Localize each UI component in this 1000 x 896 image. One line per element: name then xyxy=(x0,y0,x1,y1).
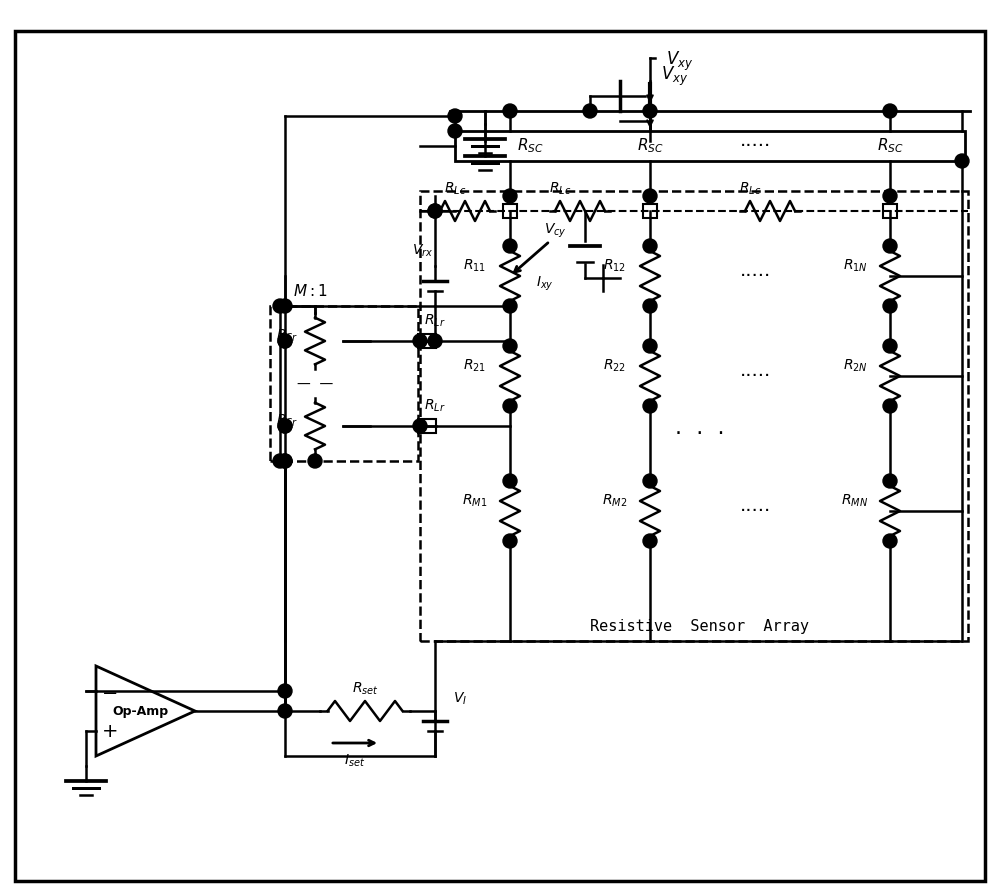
Circle shape xyxy=(643,189,657,203)
Circle shape xyxy=(278,454,292,468)
Circle shape xyxy=(308,454,322,468)
Text: $I_{set}$: $I_{set}$ xyxy=(344,753,366,769)
Circle shape xyxy=(883,534,897,548)
Bar xyxy=(270,306,418,461)
Circle shape xyxy=(278,704,292,718)
Circle shape xyxy=(413,334,427,348)
Circle shape xyxy=(643,104,657,118)
Circle shape xyxy=(643,474,657,488)
Circle shape xyxy=(428,334,442,348)
Text: —  —: — — xyxy=(297,377,333,391)
Circle shape xyxy=(955,154,969,168)
Text: $I_{xy}$: $I_{xy}$ xyxy=(536,275,554,293)
Circle shape xyxy=(643,239,657,253)
Text: $R_{M1}$: $R_{M1}$ xyxy=(462,493,488,509)
Text: $R_{MN}$: $R_{MN}$ xyxy=(841,493,869,509)
Circle shape xyxy=(643,534,657,548)
Text: $R_{Lc}$: $R_{Lc}$ xyxy=(444,181,466,197)
Circle shape xyxy=(503,339,517,353)
Text: $R_{Sr}$: $R_{Sr}$ xyxy=(276,328,298,344)
Bar xyxy=(418,334,436,348)
Circle shape xyxy=(278,334,292,348)
Text: ·  ·  ·: · · · xyxy=(675,424,725,444)
Text: $M:1$: $M:1$ xyxy=(293,283,327,299)
Text: ·····: ····· xyxy=(739,136,771,156)
Circle shape xyxy=(448,109,462,123)
Bar xyxy=(418,419,436,433)
Circle shape xyxy=(273,454,287,468)
Circle shape xyxy=(883,239,897,253)
Circle shape xyxy=(883,104,897,118)
Circle shape xyxy=(278,419,292,433)
Circle shape xyxy=(503,239,517,253)
Text: ·····: ····· xyxy=(739,366,771,385)
Text: $R_{Lc}$: $R_{Lc}$ xyxy=(739,181,761,197)
Bar xyxy=(420,191,968,641)
Circle shape xyxy=(448,124,462,138)
Text: $R_{2N}$: $R_{2N}$ xyxy=(843,358,867,375)
Circle shape xyxy=(643,339,657,353)
Circle shape xyxy=(503,189,517,203)
Circle shape xyxy=(278,419,292,433)
Circle shape xyxy=(273,299,287,313)
Text: $-$: $-$ xyxy=(101,682,118,701)
Text: $R_{Lc}$: $R_{Lc}$ xyxy=(549,181,571,197)
Text: $R_{SC}$: $R_{SC}$ xyxy=(517,137,543,155)
Text: $R_{SC}$: $R_{SC}$ xyxy=(877,137,903,155)
Circle shape xyxy=(503,399,517,413)
Text: $R_{12}$: $R_{12}$ xyxy=(603,258,627,274)
Circle shape xyxy=(428,204,442,218)
Circle shape xyxy=(883,474,897,488)
Text: $R_{1N}$: $R_{1N}$ xyxy=(843,258,867,274)
Text: Op-Amp: Op-Amp xyxy=(112,704,168,718)
Text: $R_{M2}$: $R_{M2}$ xyxy=(602,493,628,509)
Text: $V_{xy}$: $V_{xy}$ xyxy=(661,65,689,88)
Bar xyxy=(503,204,517,218)
Circle shape xyxy=(883,339,897,353)
Circle shape xyxy=(503,299,517,313)
Text: $R_{set}$: $R_{set}$ xyxy=(352,681,378,697)
Circle shape xyxy=(883,189,897,203)
Bar xyxy=(643,204,657,218)
Text: $R_{SC}$: $R_{SC}$ xyxy=(637,137,663,155)
Circle shape xyxy=(503,534,517,548)
Text: $R_{Lr}$: $R_{Lr}$ xyxy=(424,313,446,329)
Text: $R_{Lr}$: $R_{Lr}$ xyxy=(424,398,446,414)
Text: $R_{22}$: $R_{22}$ xyxy=(603,358,627,375)
Circle shape xyxy=(278,334,292,348)
Circle shape xyxy=(503,474,517,488)
Text: Resistive  Sensor  Array: Resistive Sensor Array xyxy=(590,618,810,633)
Text: $V_I$: $V_I$ xyxy=(453,691,467,707)
Circle shape xyxy=(278,454,292,468)
Circle shape xyxy=(278,299,292,313)
Text: $V_{xy}$: $V_{xy}$ xyxy=(666,49,694,73)
Circle shape xyxy=(643,299,657,313)
Bar xyxy=(883,204,897,218)
Circle shape xyxy=(413,419,427,433)
Circle shape xyxy=(883,299,897,313)
Text: ·····: ····· xyxy=(739,502,771,521)
Text: $V_{cy}$: $V_{cy}$ xyxy=(544,222,566,240)
Circle shape xyxy=(428,204,442,218)
Text: $R_{21}$: $R_{21}$ xyxy=(463,358,487,375)
Circle shape xyxy=(503,104,517,118)
Text: ·····: ····· xyxy=(739,266,771,286)
Circle shape xyxy=(583,104,597,118)
Text: $R_{Sr}$: $R_{Sr}$ xyxy=(276,413,298,429)
Text: $V_{rx}$: $V_{rx}$ xyxy=(412,243,434,259)
Circle shape xyxy=(278,684,292,698)
Text: $+$: $+$ xyxy=(101,721,118,740)
Circle shape xyxy=(643,399,657,413)
Text: $R_{11}$: $R_{11}$ xyxy=(463,258,487,274)
Circle shape xyxy=(883,399,897,413)
